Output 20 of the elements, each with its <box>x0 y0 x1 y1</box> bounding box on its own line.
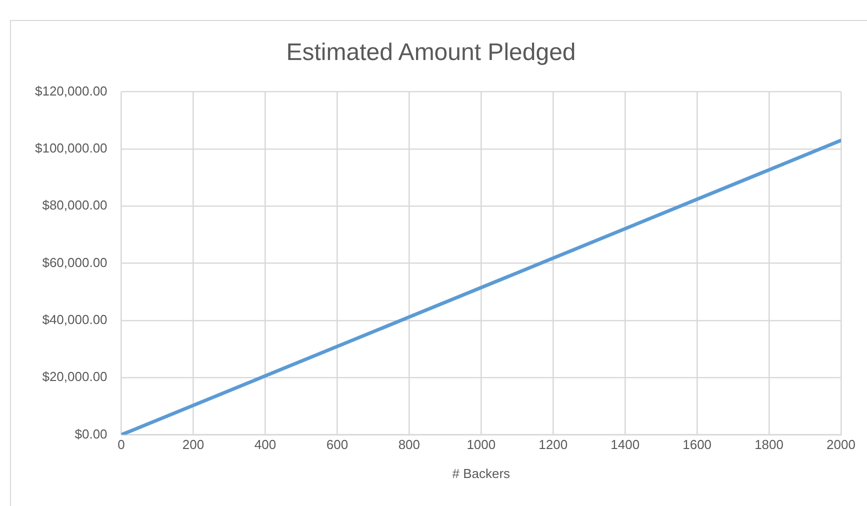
x-tick-label: 1800 <box>754 437 784 452</box>
y-tick-label: $100,000.00 <box>34 140 108 156</box>
x-tick-label: 2000 <box>826 437 856 452</box>
x-tick-label: 600 <box>326 437 348 452</box>
x-tick-label: 1600 <box>682 437 712 452</box>
x-tick-label: 400 <box>254 437 276 452</box>
chart-title: Estimated Amount Pledged <box>286 39 576 66</box>
y-tick-label: $20,000.00 <box>42 369 108 384</box>
x-axis-title: # Backers <box>452 466 511 481</box>
y-tick-label: $60,000.00 <box>42 254 108 270</box>
x-tick-label: 1000 <box>466 437 496 452</box>
x-tick-label: 1400 <box>610 437 640 452</box>
y-tick-label: $120,000.00 <box>34 83 108 98</box>
y-tick-label: $80,000.00 <box>42 198 108 213</box>
y-tick-label: $40,000.00 <box>42 312 108 328</box>
x-tick-label: 1200 <box>538 437 568 452</box>
y-tick-label: $0.00 <box>74 426 108 442</box>
x-tick-label: 800 <box>398 437 420 452</box>
x-tick-label: 200 <box>182 437 204 452</box>
x-tick-label: 0 <box>118 437 125 452</box>
